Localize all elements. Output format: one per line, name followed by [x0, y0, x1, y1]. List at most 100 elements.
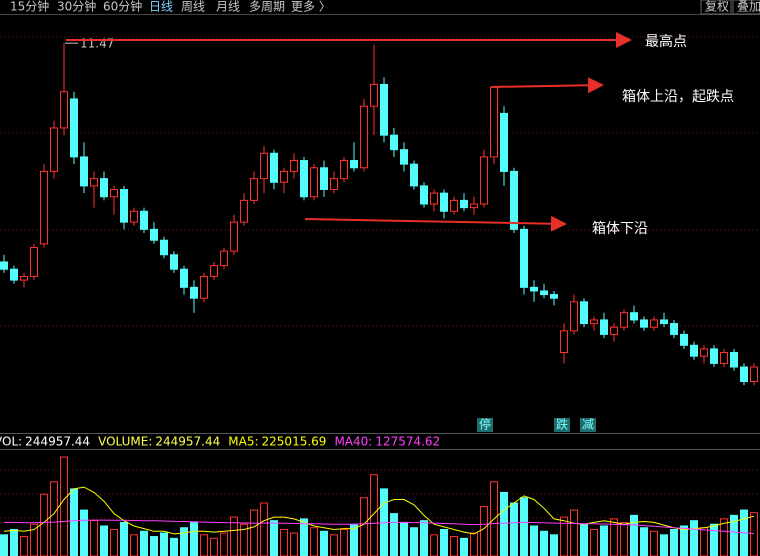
button-frame	[732, 0, 760, 15]
volume-bar	[580, 523, 588, 556]
candle-body	[260, 152, 268, 180]
candle-body	[670, 323, 678, 335]
legend-label: VOLUME:	[98, 435, 152, 449]
arrow	[304, 215, 567, 232]
volume-bar	[330, 534, 338, 556]
volume-bar	[650, 530, 658, 556]
candle-body	[350, 160, 358, 169]
ma-line	[4, 519, 755, 534]
candle-body	[120, 189, 128, 223]
volume-bar	[390, 513, 398, 556]
volume-bar	[700, 527, 708, 556]
volume-bar	[110, 529, 118, 556]
volume-bar	[260, 502, 268, 556]
tab[interactable]: 月线	[216, 0, 240, 14]
candle-body	[180, 268, 188, 288]
candle-body	[430, 192, 438, 205]
volume-bar	[270, 520, 278, 556]
volume-bar	[410, 527, 418, 556]
annotation: 箱体下沿	[592, 221, 648, 237]
volume-bar	[630, 514, 638, 556]
candle-body	[240, 199, 248, 223]
volume-bar	[300, 518, 308, 556]
candle-body	[270, 152, 278, 183]
tab[interactable]: 15分钟	[10, 0, 49, 14]
tab-active[interactable]: 日线	[149, 0, 173, 14]
volume-bar	[340, 529, 348, 556]
candle-body	[530, 286, 538, 292]
button[interactable]: 叠加	[737, 0, 760, 14]
volume-bar	[450, 536, 458, 556]
candle-body	[90, 178, 98, 187]
tab[interactable]: 多周期	[249, 0, 285, 14]
volume-bar	[120, 521, 128, 556]
candle-body	[230, 221, 238, 252]
volume-bar	[210, 537, 218, 556]
candle-body	[30, 246, 38, 277]
candle-body	[20, 275, 28, 281]
signal-box	[554, 418, 570, 432]
signal-box	[580, 418, 596, 432]
candle-body	[370, 83, 378, 107]
candle-body	[630, 312, 638, 321]
volume-bar	[180, 527, 188, 556]
annotation: 最高点	[645, 33, 687, 50]
legend-value: 127574.62	[375, 435, 440, 449]
volume-bar	[220, 532, 228, 556]
volume-bar	[40, 493, 48, 556]
tab[interactable]: 30分钟	[57, 0, 96, 14]
signal: 减	[582, 418, 594, 432]
volume-bar	[690, 520, 698, 556]
volume-bar	[480, 506, 488, 556]
candle-body	[80, 156, 88, 187]
candle-body	[510, 170, 518, 230]
candle-body	[110, 189, 118, 198]
arrow	[490, 77, 604, 94]
candle-body	[380, 83, 388, 136]
volume-bar	[400, 521, 408, 556]
candle-body	[280, 170, 288, 183]
legend-value: 225015.69	[262, 435, 327, 449]
candle-body	[160, 239, 168, 256]
candle-body	[750, 366, 758, 383]
volume-bar	[720, 518, 728, 556]
volume-bar	[90, 520, 98, 556]
candle-body	[250, 178, 258, 201]
volume-bar	[620, 521, 628, 556]
candle-body	[580, 301, 588, 325]
candle-body	[650, 319, 658, 328]
volume-bar	[10, 529, 18, 556]
volume-bar	[570, 509, 578, 556]
button[interactable]: 复权	[705, 0, 729, 14]
volume-bar	[610, 518, 618, 556]
candle-body	[140, 210, 148, 230]
candle-body	[170, 254, 178, 270]
volume-bar	[50, 481, 58, 556]
volume-bar	[440, 529, 448, 556]
candle-body	[730, 352, 738, 368]
candle-body	[130, 210, 138, 223]
volume-bar	[170, 537, 178, 556]
tab[interactable]: 周线	[181, 0, 205, 14]
candle-body	[310, 167, 318, 198]
tab[interactable]: 60分钟	[103, 0, 142, 14]
volume-bar	[30, 523, 38, 556]
tab[interactable]: 更多 〉	[291, 0, 331, 14]
volume-bar	[160, 532, 168, 556]
volume-bar	[230, 516, 238, 556]
candle-body	[740, 366, 748, 383]
candle-body	[290, 160, 298, 172]
candle-body	[220, 250, 228, 267]
candle-body	[720, 352, 728, 364]
candle-body	[340, 160, 348, 180]
candle-body	[40, 170, 48, 245]
candle-body	[360, 105, 368, 169]
candle-body	[600, 319, 608, 335]
button-frame	[700, 0, 732, 15]
candle-body	[700, 348, 708, 357]
volume-bar	[470, 532, 478, 556]
volume-bar	[250, 509, 258, 556]
candle-body	[520, 228, 528, 288]
volume-bar	[80, 509, 88, 556]
